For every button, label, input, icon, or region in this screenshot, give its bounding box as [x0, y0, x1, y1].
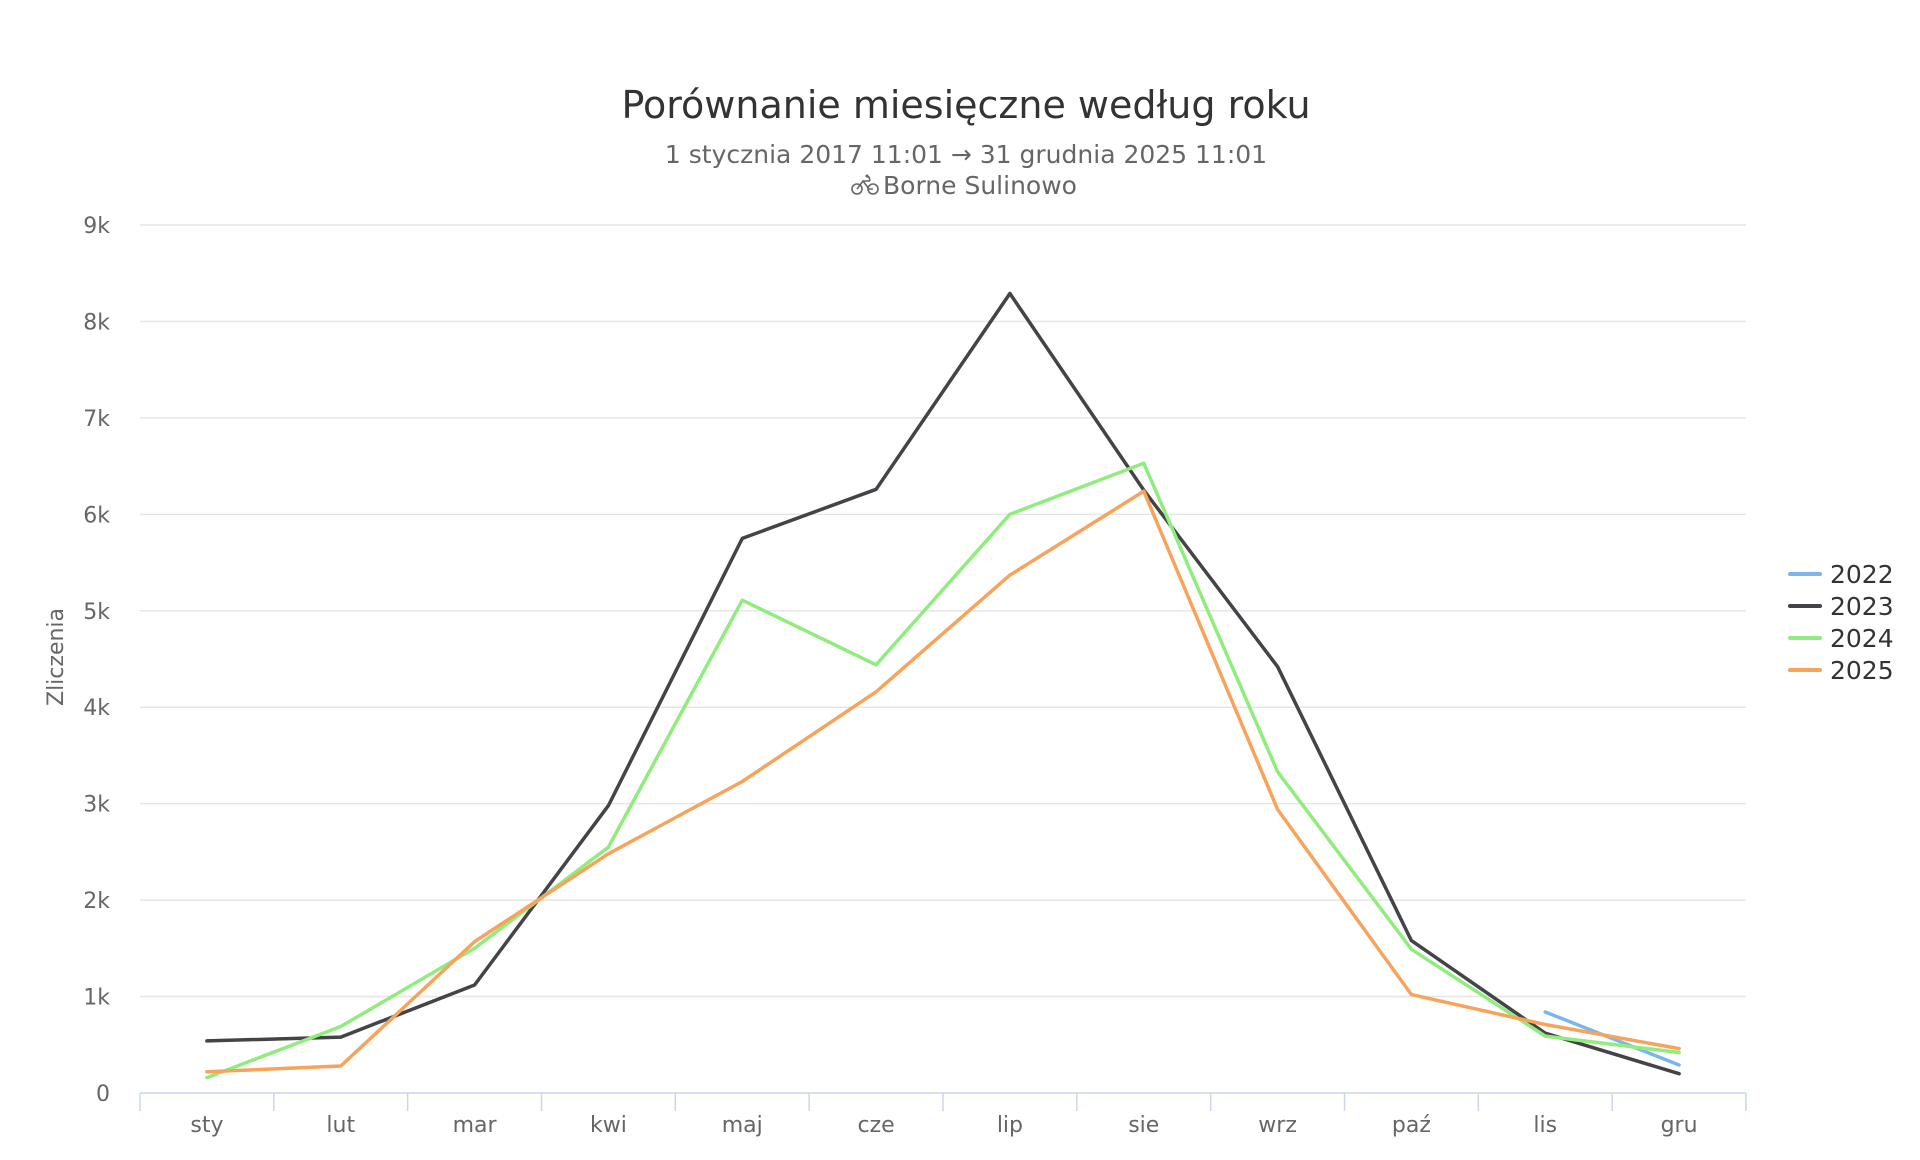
x-tick-label: mar	[453, 1113, 498, 1138]
bicycle-icon	[851, 174, 879, 195]
series-line-2025	[205, 489, 1681, 1074]
x-tick-label: lis	[1533, 1113, 1557, 1138]
y-tick-label: 9k	[83, 214, 110, 239]
x-tick-label: gru	[1661, 1113, 1698, 1138]
y-tick-label: 3k	[83, 793, 110, 818]
series-lines	[205, 291, 1681, 1080]
y-axis-ticks: 0 1k 2k 3k 4k 5k 6k 7k 8k 9k	[83, 214, 110, 1107]
chart-title: Porównanie miesięczne według roku	[621, 83, 1310, 127]
legend-label: 2023	[1830, 592, 1894, 621]
legend-item-2023[interactable]: 2023	[1788, 592, 1894, 621]
x-tick-label: sie	[1128, 1113, 1159, 1138]
legend-label: 2022	[1830, 560, 1894, 589]
location-line: Borne Sulinowo	[851, 171, 1077, 200]
x-axis: sty lut mar kwi maj cze lip sie wrz paź lis gru	[139, 1092, 1747, 1138]
y-axis-title: Zliczenia	[44, 608, 69, 706]
y-tick-label: 5k	[83, 600, 110, 625]
y-tick-label: 7k	[83, 407, 110, 432]
y-tick-label: 8k	[83, 310, 110, 335]
legend[interactable]: 2022 2023 2024 2025	[1788, 560, 1894, 685]
gridlines	[140, 224, 1746, 998]
legend-label: 2024	[1830, 624, 1894, 653]
y-tick-label: 4k	[83, 696, 110, 721]
chart-subtitle: 1 stycznia 2017 11:01 → 31 grudnia 2025 …	[665, 140, 1267, 169]
y-tick-label: 2k	[83, 889, 110, 914]
x-tick-label: lip	[997, 1113, 1023, 1138]
location-label: Borne Sulinowo	[883, 171, 1077, 200]
legend-label: 2025	[1830, 656, 1894, 685]
x-tick-label: wrz	[1258, 1113, 1297, 1138]
legend-item-2024[interactable]: 2024	[1788, 624, 1894, 653]
x-tick-label: sty	[190, 1113, 223, 1138]
legend-item-2025[interactable]: 2025	[1788, 656, 1894, 685]
y-tick-label: 0	[96, 1082, 110, 1107]
y-tick-label: 6k	[83, 503, 110, 528]
series-line-2023	[205, 291, 1681, 1076]
series-line-2022	[1543, 1010, 1681, 1067]
x-tick-label: lut	[326, 1113, 355, 1138]
y-tick-label: 1k	[83, 986, 110, 1011]
x-tick-label: kwi	[590, 1113, 627, 1138]
legend-item-2022[interactable]: 2022	[1788, 560, 1894, 589]
x-tick-label: cze	[857, 1113, 894, 1138]
x-tick-label: paź	[1392, 1113, 1431, 1138]
x-tick-label: maj	[722, 1113, 763, 1138]
